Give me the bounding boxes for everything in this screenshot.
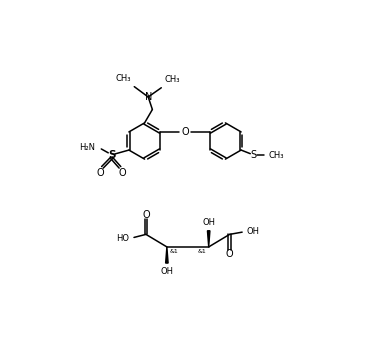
Text: O: O	[118, 168, 126, 178]
Text: O: O	[181, 127, 189, 137]
Text: O: O	[226, 249, 233, 258]
Text: HO: HO	[116, 234, 129, 243]
Polygon shape	[166, 247, 168, 263]
Text: O: O	[97, 168, 104, 178]
Text: CH₃: CH₃	[269, 151, 285, 160]
Text: S: S	[250, 150, 257, 160]
Text: &1: &1	[169, 249, 179, 254]
Text: H₂N: H₂N	[79, 143, 95, 152]
Text: CH₃: CH₃	[115, 74, 131, 83]
Polygon shape	[207, 231, 210, 247]
Text: S: S	[108, 150, 116, 160]
Text: O: O	[142, 210, 150, 220]
Text: N: N	[144, 92, 152, 102]
Text: &1: &1	[197, 249, 206, 254]
Text: OH: OH	[246, 227, 259, 236]
Text: OH: OH	[202, 218, 215, 227]
Text: CH₃: CH₃	[165, 75, 180, 84]
Text: OH: OH	[160, 267, 173, 276]
